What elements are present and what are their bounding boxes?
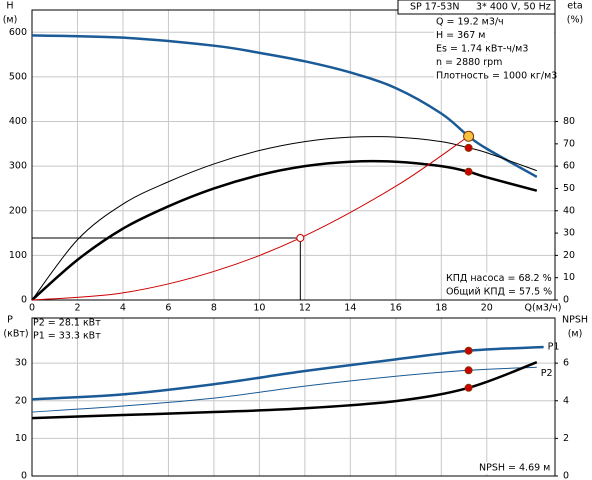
operating-point xyxy=(464,167,473,176)
y-tick-label: 30 xyxy=(15,358,27,369)
info-text: n = 2880 rpm xyxy=(436,57,502,68)
info-text: Q = 19.2 м3/ч xyxy=(436,17,504,28)
x-tick-label: 16 xyxy=(390,303,402,314)
info-text: Es = 1.74 кВт-ч/м3 xyxy=(436,44,528,55)
note-text: КПД насоса = 68.2 % xyxy=(446,273,552,284)
operating-point xyxy=(464,366,473,375)
x-tick-label: 6 xyxy=(165,303,171,314)
note-text: NPSH = 4.69 м xyxy=(479,463,550,474)
y-tick-label: 0 xyxy=(21,295,27,306)
y2-tick-label: 30 xyxy=(563,228,575,239)
y2-tick-label: 80 xyxy=(563,116,575,127)
y2-tick-label: 0 xyxy=(563,295,569,306)
y-tick-label: 20 xyxy=(15,395,27,406)
x-tick-label: 4 xyxy=(120,303,126,314)
plot-area xyxy=(32,318,555,476)
curve xyxy=(31,135,469,301)
x-tick-label: 14 xyxy=(344,303,356,314)
y2-tick-label: 2 xyxy=(563,433,569,444)
y2-tick-label: 60 xyxy=(563,161,575,172)
plot-frame xyxy=(31,317,556,477)
note-text: Общий КПД = 57.5 % xyxy=(446,287,552,298)
plot-frame xyxy=(31,9,556,301)
y2-axis-unit: (м) xyxy=(568,329,583,340)
note-bg xyxy=(477,462,554,474)
y2-tick-label: 70 xyxy=(563,138,575,149)
y-axis-unit: (кВт) xyxy=(3,329,28,340)
x-tick-label: 12 xyxy=(299,303,311,314)
subtitle: 3* 400 V, 50 Hz xyxy=(476,2,551,13)
x-tick-label: 2 xyxy=(74,303,80,314)
y2-tick-label: 50 xyxy=(563,183,575,194)
curve-label: P2 xyxy=(541,368,553,379)
y2-tick-label: 6 xyxy=(563,358,569,369)
info-bg xyxy=(434,55,554,67)
info-text: P1 = 33.3 кВт xyxy=(33,331,101,342)
info-bg xyxy=(434,16,554,28)
y-tick-label: 300 xyxy=(9,161,27,172)
operating-point xyxy=(296,233,305,242)
info-text: H = 367 м xyxy=(436,30,485,41)
y-tick-label: 600 xyxy=(9,27,27,38)
note-bg xyxy=(444,286,554,298)
y2-axis-label: NPSH xyxy=(562,315,588,326)
note-bg xyxy=(444,272,554,285)
y2-tick-label: 10 xyxy=(563,272,575,283)
y-axis-label: H xyxy=(6,1,13,12)
operating-point xyxy=(464,143,473,152)
y2-tick-label: 0 xyxy=(563,471,569,480)
operating-point xyxy=(464,383,473,392)
title: SP 17-53N xyxy=(410,2,460,13)
title-box xyxy=(397,0,556,15)
x-tick-label: 10 xyxy=(253,303,265,314)
y-tick-label: 100 xyxy=(9,250,27,261)
y-tick-label: 10 xyxy=(15,433,27,444)
info-bg xyxy=(434,68,554,80)
info-bg xyxy=(434,42,554,54)
y-tick-label: 500 xyxy=(9,71,27,82)
y2-tick-label: 20 xyxy=(563,250,575,261)
curve-label: P1 xyxy=(548,341,560,352)
y-axis-unit: (м) xyxy=(3,15,18,26)
info-text: P2 = 28.1 кВт xyxy=(33,318,101,329)
x-tick-label: 20 xyxy=(481,303,493,314)
y-tick-label: 400 xyxy=(9,116,27,127)
info-text: Плотность = 1000 кг/м3 xyxy=(436,71,557,82)
x-tick-label: 0 xyxy=(29,303,35,314)
x-axis-label: Q(м3/ч) xyxy=(525,303,562,314)
y2-axis-label: eta xyxy=(567,1,582,12)
info-bg xyxy=(434,29,554,41)
x-tick-label: 8 xyxy=(211,303,217,314)
y2-axis-unit: (%) xyxy=(567,15,583,26)
y2-tick-label: 4 xyxy=(563,395,569,406)
x-tick-label: 18 xyxy=(435,303,447,314)
y2-tick-label: 40 xyxy=(563,205,575,216)
y-tick-label: 200 xyxy=(9,205,27,216)
y-tick-label: 0 xyxy=(21,471,27,480)
y-axis-label: P xyxy=(7,315,13,326)
operating-point xyxy=(463,130,475,142)
operating-point xyxy=(464,346,473,355)
